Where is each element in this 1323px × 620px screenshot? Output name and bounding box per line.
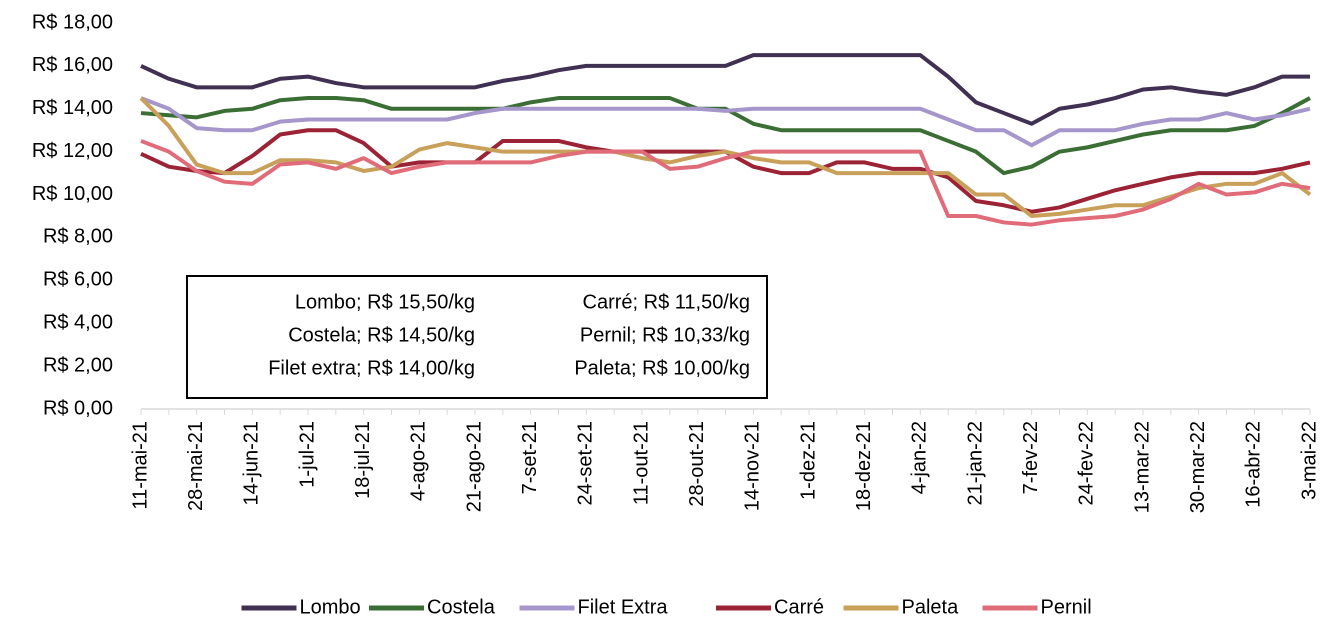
y-tick-label: R$ 6,00 <box>43 269 113 291</box>
x-tick-label: 14-jun-21 <box>241 421 263 506</box>
series-line <box>140 139 1311 227</box>
x-tick-label: 18-jul-21 <box>352 421 374 499</box>
annotation: Filet extra; R$ 14,00/kg <box>268 357 475 379</box>
y-tick-label: R$ 0,00 <box>43 397 113 419</box>
x-tick-label: 11-mai-21 <box>129 421 151 510</box>
x-tick-label: 1-dez-21 <box>797 421 819 500</box>
annotation: Pernil; R$ 10,33/kg <box>580 324 750 346</box>
annotation-box <box>186 275 768 399</box>
legend-label: Lombo <box>300 596 361 618</box>
y-tick-label: R$ 18,00 <box>32 11 113 33</box>
x-tick-label: 7-fev-22 <box>1020 421 1042 494</box>
y-tick-label: R$ 14,00 <box>32 97 113 119</box>
x-tick-label: 13-mar-22 <box>1131 421 1153 513</box>
x-tick-label: 4-jan-22 <box>909 421 931 494</box>
annotation: Paleta; R$ 10,00/kg <box>574 357 750 379</box>
series-line <box>140 96 1311 148</box>
x-tick-label: 24-fev-22 <box>1076 421 1098 506</box>
x-tick-label: 7-set-21 <box>519 421 541 494</box>
y-tick-label: R$ 12,00 <box>32 140 113 162</box>
y-tick-label: R$ 8,00 <box>43 226 113 248</box>
series-line <box>139 96 1312 218</box>
x-tick-label: 14-nov-21 <box>742 421 764 511</box>
x-tick-label: 4-ago-21 <box>408 421 430 501</box>
legend-label: Costela <box>427 596 496 618</box>
y-tick-label: R$ 4,00 <box>43 312 113 334</box>
y-tick-label: R$ 10,00 <box>32 183 113 205</box>
series-line <box>140 128 1311 214</box>
x-tick-label: 21-jan-22 <box>964 421 986 506</box>
annotation: Carré; R$ 11,50/kg <box>583 291 751 313</box>
annotation: Costela; R$ 14,50/kg <box>288 324 475 346</box>
x-tick-label: 30-mar-22 <box>1187 421 1209 513</box>
x-tick-label: 18-dez-21 <box>853 421 875 511</box>
legend-label: Paleta <box>902 596 960 618</box>
x-tick-label: 28-out-21 <box>686 421 708 507</box>
x-tick-label: 1-jul-21 <box>296 421 318 488</box>
series-line <box>140 96 1311 176</box>
x-tick-label: 11-out-21 <box>630 421 652 505</box>
y-tick-label: R$ 2,00 <box>43 354 113 376</box>
x-tick-label: 16-abr-22 <box>1243 421 1265 508</box>
y-tick-label: R$ 16,00 <box>32 54 113 76</box>
x-tick-label: 28-mai-21 <box>185 421 207 511</box>
legend-label: Carré <box>774 596 824 618</box>
x-tick-label: 3-mai-22 <box>1298 421 1320 500</box>
x-tick-label: 21-ago-21 <box>463 421 485 512</box>
x-tick-label: 24-set-21 <box>575 421 597 506</box>
legend-label: Pernil <box>1041 596 1092 618</box>
legend-label: Filet Extra <box>578 596 669 618</box>
annotation: Lombo; R$ 15,50/kg <box>295 291 475 313</box>
series-line <box>140 53 1310 126</box>
